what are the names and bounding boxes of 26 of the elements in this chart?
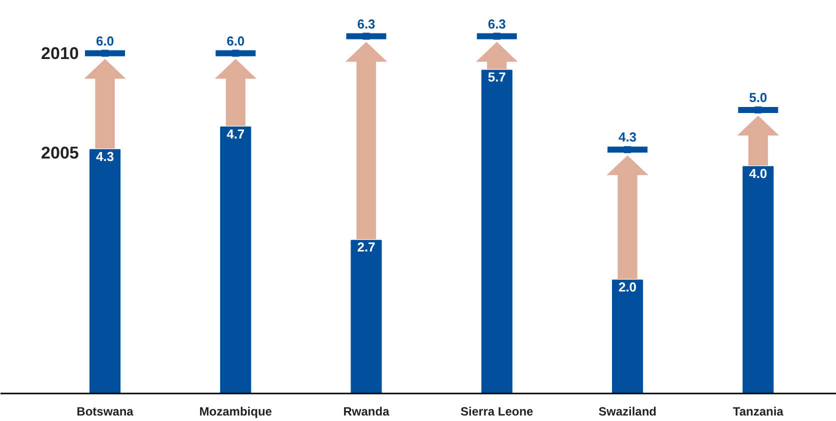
point	[624, 146, 631, 154]
data-label: 6.3	[357, 16, 376, 32]
point	[754, 106, 762, 114]
point	[102, 50, 108, 57]
data-label: 2.7	[357, 240, 376, 255]
data-label: 6.0	[226, 33, 245, 48]
x-tick-label: Mozambique	[199, 404, 272, 418]
point	[493, 32, 500, 40]
x-tick-label: Tanzania	[732, 404, 784, 418]
data-label: 5.0	[749, 90, 768, 105]
data-label: 4.7	[226, 126, 245, 142]
data-label: 5.7	[488, 70, 506, 85]
point	[362, 32, 370, 40]
x-tick-label: Botswana	[76, 404, 134, 418]
data-label: 4.3	[618, 130, 637, 145]
point	[232, 50, 240, 57]
x-tick-label: Sierra Leone	[460, 404, 534, 418]
x-tick-label: Rwanda	[343, 404, 390, 418]
data-label: 6.0	[96, 33, 114, 48]
series-label: 2005	[41, 143, 79, 162]
legend-label: 2010	[41, 44, 79, 64]
data-label: 6.3	[488, 16, 506, 32]
data-label: 4.3	[96, 148, 114, 164]
data-label: 4.0	[749, 166, 768, 181]
x-tick-label: Swaziland	[598, 404, 657, 418]
data-label: 2.0	[618, 279, 637, 294]
